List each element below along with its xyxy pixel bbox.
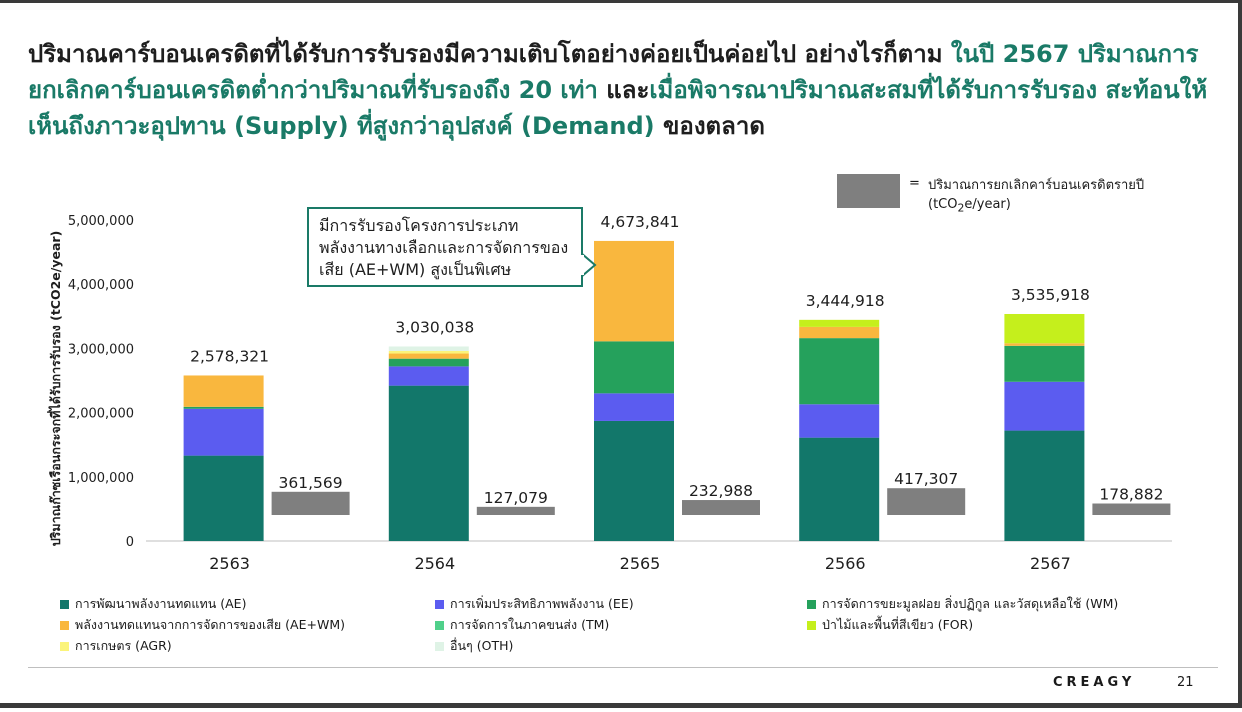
bar-segment bbox=[388, 358, 469, 367]
bar-segment bbox=[183, 406, 264, 409]
retirement-legend-unit-pre: (tCO bbox=[928, 197, 958, 212]
bar-segment bbox=[1004, 345, 1085, 382]
bar-total-label: 3,444,918 bbox=[806, 292, 885, 310]
headline-part-1: ปริมาณคาร์บอนเครดิตที่ได้รับการรับรองมีค… bbox=[28, 40, 951, 68]
bar-total-label: 3,535,918 bbox=[1011, 286, 1090, 304]
retirement-legend-unit-post: e/year) bbox=[964, 197, 1011, 212]
legend-item: การจัดการขยะมูลฝอย สิ่งปฏิกูล และวัสดุเห… bbox=[807, 594, 1118, 614]
legend-swatch bbox=[60, 599, 69, 609]
x-category-label: 2565 bbox=[620, 554, 661, 573]
bar-segment bbox=[183, 455, 264, 541]
legend-label: การเกษตร (AGR) bbox=[75, 638, 172, 653]
headline-highlight-2: เมื่อพิจารณาปริมาณสะสมที่ได้รับการรับรอง… bbox=[28, 76, 1208, 140]
bar-segment bbox=[1004, 381, 1085, 431]
frame-top-border bbox=[0, 0, 1242, 3]
bar-total-label: 4,673,841 bbox=[601, 213, 680, 231]
bar-total-label: 2,578,321 bbox=[190, 347, 269, 365]
bar-segment bbox=[799, 338, 880, 405]
retirement-bar bbox=[887, 488, 966, 515]
retirement-value-label: 417,307 bbox=[894, 470, 958, 488]
retirement-legend-swatch bbox=[837, 174, 900, 208]
slide-headline: ปริมาณคาร์บอนเครดิตที่ได้รับการรับรองมีค… bbox=[28, 36, 1218, 144]
legend-swatch bbox=[60, 620, 69, 630]
retirement-value-label: 361,569 bbox=[279, 474, 343, 492]
retirement-value-label: 232,988 bbox=[689, 482, 753, 500]
x-category-label: 2564 bbox=[414, 554, 455, 573]
frame-right-border bbox=[1238, 0, 1242, 708]
footer-rule bbox=[28, 667, 1218, 668]
y-tick-label: 5,000,000 bbox=[68, 214, 134, 229]
legend-swatch bbox=[60, 641, 69, 651]
legend-label: อื่นๆ (OTH) bbox=[450, 638, 514, 653]
bar-segment bbox=[594, 341, 674, 394]
legend-label: การเพิ่มประสิทธิภาพพลังงาน (EE) bbox=[450, 596, 634, 611]
legend-item: การจัดการในภาคขนส่ง (TM) bbox=[435, 615, 609, 635]
y-tick-label: 4,000,000 bbox=[68, 278, 134, 293]
bar-segment bbox=[388, 385, 469, 541]
bar-segment bbox=[388, 346, 469, 351]
y-tick-label: 1,000,000 bbox=[68, 471, 134, 486]
bar-segment bbox=[594, 420, 674, 541]
y-tick-label: 0 bbox=[126, 535, 134, 550]
callout-note: มีการรับรองโครงการประเภทพลังงานทางเลือกแ… bbox=[307, 207, 583, 287]
page-number: 21 bbox=[1177, 675, 1194, 690]
headline-highlight-1: ในปี 2567 ปริมาณการยกเลิกคาร์บอนเครดิตต่… bbox=[28, 40, 1199, 104]
legend-swatch bbox=[807, 620, 816, 630]
bar-segment bbox=[1004, 430, 1085, 541]
legend-label: การพัฒนาพลังงานทดแทน (AE) bbox=[75, 596, 247, 611]
legend-item: การพัฒนาพลังงานทดแทน (AE) bbox=[60, 594, 246, 614]
retirement-legend-unit-sub: 2 bbox=[957, 201, 965, 215]
bar-segment bbox=[799, 326, 880, 339]
legend-label: พลังงานทดแทนจากการจัดการของเสีย (AE+WM) bbox=[75, 617, 346, 632]
bar-segment bbox=[183, 408, 264, 456]
legend-item: พลังงานทดแทนจากการจัดการของเสีย (AE+WM) bbox=[60, 615, 345, 635]
frame-bottom-border bbox=[0, 703, 1242, 708]
retirement-bar bbox=[682, 500, 760, 515]
legend-swatch bbox=[435, 641, 444, 651]
retirement-legend-equals: = bbox=[909, 176, 920, 191]
legend-swatch bbox=[435, 599, 444, 609]
x-category-label: 2563 bbox=[209, 554, 250, 573]
legend-item: ป่าไม้และพื้นที่สีเขียว (FOR) bbox=[807, 615, 973, 635]
bar-segment bbox=[799, 437, 880, 541]
bar-segment bbox=[1004, 313, 1085, 344]
headline-part-5: ของตลาด bbox=[654, 112, 765, 140]
bar-segment bbox=[594, 393, 674, 421]
bar-segment bbox=[388, 366, 469, 386]
legend-label: ป่าไม้และพื้นที่สีเขียว (FOR) bbox=[822, 617, 974, 632]
x-category-label: 2567 bbox=[1030, 554, 1071, 573]
y-axis-label: ปริมาณก๊าซเรือนกระจกที่ได้รับการรับรอง (… bbox=[47, 231, 63, 547]
callout-pointer bbox=[581, 252, 597, 278]
retirement-legend-main: ปริมาณการยกเลิกคาร์บอนเครดิตรายปี bbox=[928, 178, 1145, 193]
legend-item: อื่นๆ (OTH) bbox=[435, 636, 513, 656]
bar-segment bbox=[799, 404, 880, 438]
retirement-bar bbox=[476, 506, 555, 515]
bar-segment bbox=[388, 350, 469, 354]
legend-swatch bbox=[435, 620, 444, 630]
retirement-value-label: 178,882 bbox=[1099, 486, 1163, 504]
legend-label: การจัดการในภาคขนส่ง (TM) bbox=[450, 617, 610, 632]
legend-item: การเพิ่มประสิทธิภาพพลังงาน (EE) bbox=[435, 594, 634, 614]
headline-part-3: และ bbox=[597, 76, 650, 104]
retirement-value-label: 127,079 bbox=[484, 489, 548, 507]
y-tick-label: 2,000,000 bbox=[68, 407, 134, 422]
bar-segment bbox=[1004, 343, 1085, 346]
bar-segment bbox=[388, 353, 469, 359]
x-category-label: 2566 bbox=[825, 554, 866, 573]
bar-segment bbox=[183, 375, 264, 407]
bar-segment bbox=[799, 319, 880, 327]
legend-item: การเกษตร (AGR) bbox=[60, 636, 172, 656]
bar-total-label: 3,030,038 bbox=[395, 318, 474, 336]
brand-logo-text: CREAGY bbox=[1053, 675, 1136, 690]
legend-label: การจัดการขยะมูลฝอย สิ่งปฏิกูล และวัสดุเห… bbox=[822, 596, 1119, 611]
retirement-bar bbox=[271, 491, 350, 515]
bar-segment bbox=[594, 240, 674, 342]
retirement-legend-label: ปริมาณการยกเลิกคาร์บอนเครดิตรายปี (tCO2e/… bbox=[928, 176, 1228, 218]
y-tick-label: 3,000,000 bbox=[68, 342, 134, 357]
retirement-bar bbox=[1092, 503, 1171, 515]
legend-swatch bbox=[807, 599, 816, 609]
